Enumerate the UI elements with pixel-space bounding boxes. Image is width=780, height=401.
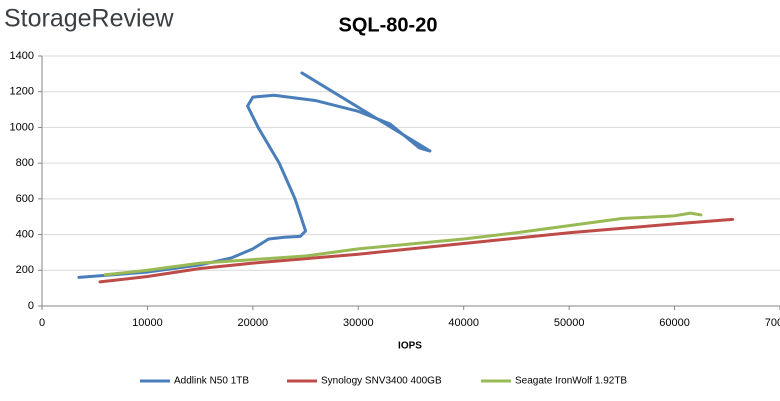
y-tick-label: 1200	[10, 86, 34, 98]
x-tick-label: 50000	[554, 317, 585, 329]
legend-label: Seagate IronWolf 1.92TB	[515, 376, 627, 387]
y-tick-label: 200	[16, 264, 34, 276]
x-tick-label: 70000	[765, 317, 780, 329]
y-tick-label: 800	[16, 157, 34, 169]
legend-label: Synology SNV3400 400GB	[321, 376, 442, 387]
y-tick-label: 0	[28, 300, 34, 312]
series-line	[103, 211, 703, 277]
y-tick-label: 600	[16, 193, 34, 205]
x-axis-label: IOPS	[398, 341, 422, 352]
logo: StorageReview	[4, 5, 174, 33]
series-line	[98, 217, 735, 284]
y-tick-label: 1000	[10, 121, 34, 133]
chart-title: SQL-80-20	[339, 14, 438, 36]
series-line	[77, 71, 432, 279]
x-tick-label: 40000	[448, 317, 479, 329]
x-tick-label: 10000	[132, 317, 163, 329]
x-tick-label: 20000	[238, 317, 269, 329]
x-tick-label: 0	[39, 317, 45, 329]
x-tick-label: 30000	[343, 317, 374, 329]
x-tick-label: 60000	[659, 317, 690, 329]
legend-label: Addlink N50 1TB	[174, 376, 249, 387]
y-tick-label: 1400	[10, 50, 34, 62]
y-tick-label: 400	[16, 228, 34, 240]
